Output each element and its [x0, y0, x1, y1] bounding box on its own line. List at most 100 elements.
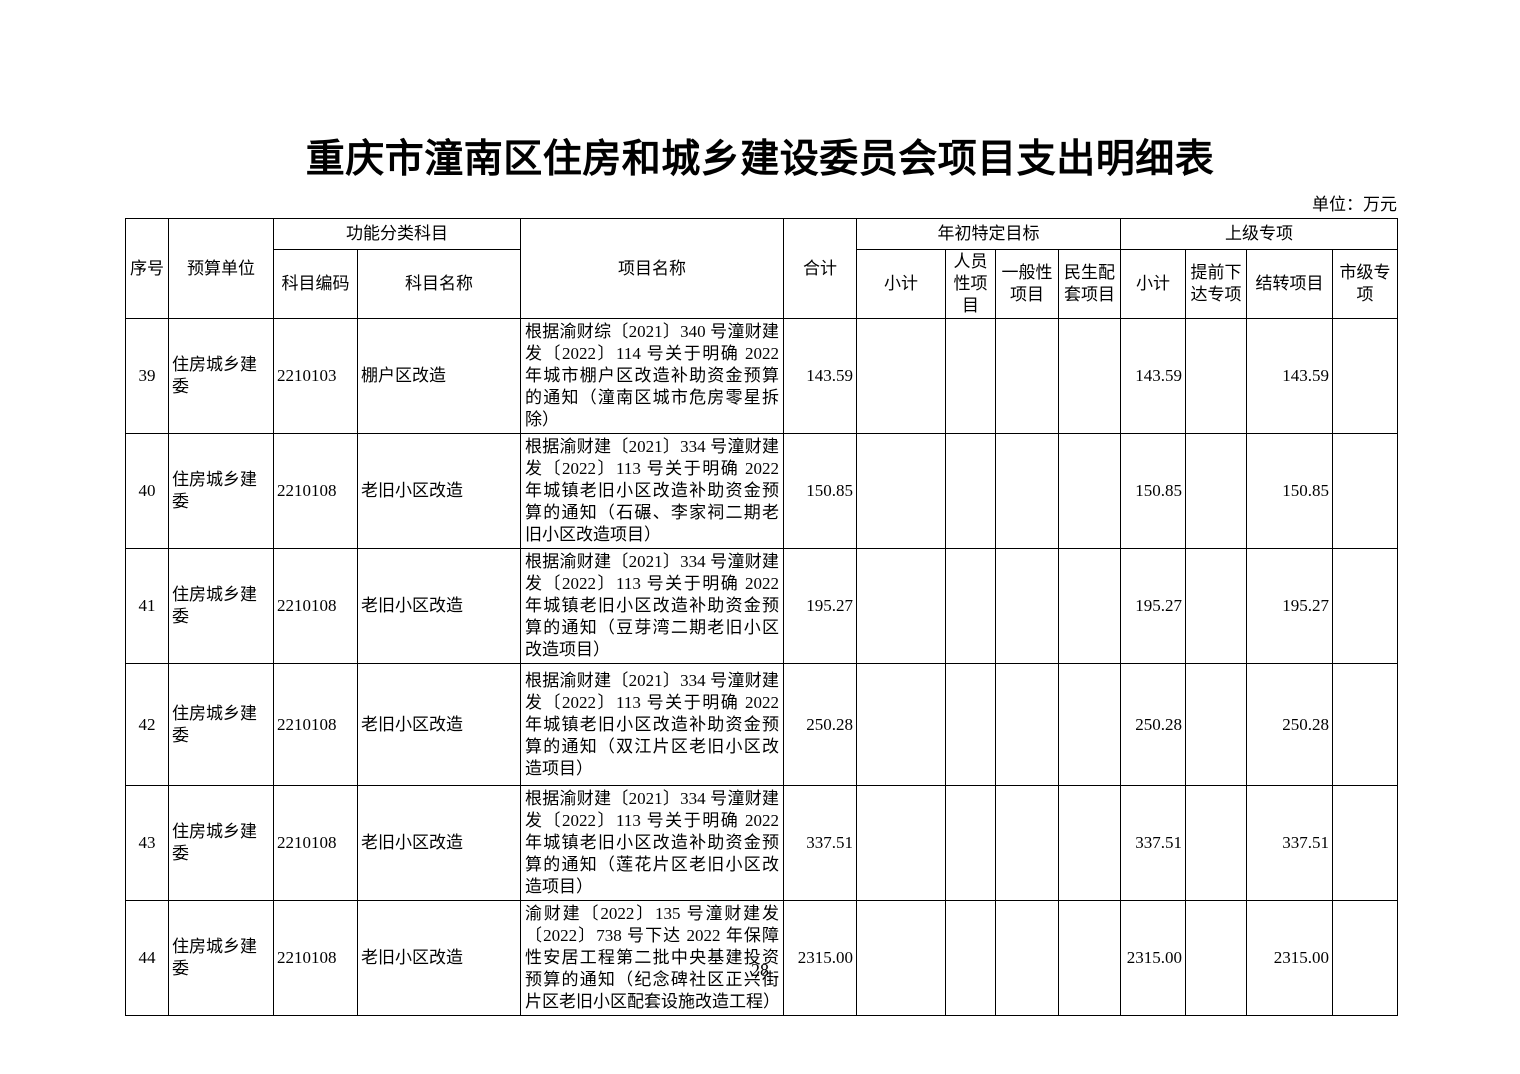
- total-cell: 143.59: [783, 318, 857, 434]
- personnel-project-cell: [945, 548, 996, 664]
- carryover-project-cell: 143.59: [1246, 318, 1333, 434]
- municipal-special-cell: [1332, 663, 1398, 786]
- subject-code-cell: 2210108: [273, 785, 358, 901]
- header-seq: 序号: [125, 218, 169, 319]
- project-name-cell: 渝财建〔2022〕135 号潼财建发〔2022〕738 号下达 2022 年保障…: [520, 900, 784, 1016]
- yearstart-subtotal-cell: [856, 433, 946, 549]
- subject-code-cell: 2210108: [273, 548, 358, 664]
- header-subject-code: 科目编码: [273, 249, 358, 319]
- header-function-group: 功能分类科目: [273, 218, 521, 250]
- personnel-project-cell: [945, 663, 996, 786]
- subject-code-cell: 2210108: [273, 433, 358, 549]
- unit-note: 单位：万元: [1312, 195, 1397, 214]
- budget-unit-cell: 住房城乡建委: [168, 433, 274, 549]
- general-project-cell: [995, 663, 1059, 786]
- subject-name-cell: 老旧小区改造: [357, 663, 521, 786]
- livelihood-project-cell: [1058, 900, 1121, 1016]
- total-cell: 195.27: [783, 548, 857, 664]
- municipal-special-cell: [1332, 318, 1398, 434]
- superior-subtotal-cell: 143.59: [1120, 318, 1186, 434]
- municipal-special-cell: [1332, 785, 1398, 901]
- header-yearstart-group: 年初特定目标: [856, 218, 1121, 250]
- advance-special-cell: [1185, 433, 1247, 549]
- header-advance-special: 提前下达专项: [1185, 249, 1247, 319]
- header-yearstart-subtotal: 小计: [856, 249, 946, 319]
- advance-special-cell: [1185, 548, 1247, 664]
- superior-subtotal-cell: 250.28: [1120, 663, 1186, 786]
- advance-special-cell: [1185, 318, 1247, 434]
- subject-name-cell: 老旧小区改造: [357, 785, 521, 901]
- page-number: 28: [751, 960, 769, 980]
- header-livelihood-project: 民生配套项目: [1058, 249, 1121, 319]
- budget-unit-cell: 住房城乡建委: [168, 900, 274, 1016]
- livelihood-project-cell: [1058, 663, 1121, 786]
- header-group-row: 序号 预算单位 功能分类科目 项目名称 合计 年初特定目标 上级专项: [125, 218, 1398, 319]
- seq-cell: 39: [125, 318, 169, 434]
- header-project-name: 项目名称: [520, 218, 784, 319]
- general-project-cell: [995, 785, 1059, 901]
- header-leaf-row: 科目编码 科目名称 小计 人员性项目 一般性项目 民生配套项目 小计 提前下达专…: [126, 249, 1398, 319]
- page-title: 重庆市潼南区住房和城乡建设委员会项目支出明细表: [305, 138, 1215, 181]
- total-cell: 337.51: [783, 785, 857, 901]
- budget-unit-cell: 住房城乡建委: [168, 548, 274, 664]
- header-general-project: 一般性项目: [995, 249, 1059, 319]
- table-row: 41 住房城乡建委 2210108 老旧小区改造 根据渝财建〔2021〕334 …: [125, 548, 1398, 664]
- subject-name-cell: 老旧小区改造: [357, 548, 521, 664]
- superior-subtotal-cell: 337.51: [1120, 785, 1186, 901]
- superior-subtotal-cell: 150.85: [1120, 433, 1186, 549]
- personnel-project-cell: [945, 433, 996, 549]
- carryover-project-cell: 195.27: [1246, 548, 1333, 664]
- budget-table: 序号 预算单位 功能分类科目 项目名称 合计 年初特定目标 上级专项 科目编码 …: [125, 218, 1398, 1016]
- total-cell: 2315.00: [783, 900, 857, 1016]
- table-body: 39 住房城乡建委 2210103 棚户区改造 根据渝财综〔2021〕340 号…: [125, 318, 1398, 1016]
- project-name-cell: 根据渝财建〔2021〕334 号潼财建发〔2022〕113 号关于明确 2022…: [520, 548, 784, 664]
- header-total: 合计: [783, 218, 857, 319]
- subject-name-cell: 老旧小区改造: [357, 900, 521, 1016]
- header-superior-group: 上级专项: [1120, 218, 1398, 250]
- project-name-cell: 根据渝财建〔2021〕334 号潼财建发〔2022〕113 号关于明确 2022…: [520, 433, 784, 549]
- seq-cell: 44: [125, 900, 169, 1016]
- subject-code-cell: 2210108: [273, 900, 358, 1016]
- subject-code-cell: 2210108: [273, 663, 358, 786]
- livelihood-project-cell: [1058, 318, 1121, 434]
- subject-code-cell: 2210103: [273, 318, 358, 434]
- table-row: 43 住房城乡建委 2210108 老旧小区改造 根据渝财建〔2021〕334 …: [125, 785, 1398, 901]
- livelihood-project-cell: [1058, 785, 1121, 901]
- project-name-cell: 根据渝财综〔2021〕340 号潼财建发〔2022〕114 号关于明确 2022…: [520, 318, 784, 434]
- general-project-cell: [995, 548, 1059, 664]
- project-name-cell: 根据渝财建〔2021〕334 号潼财建发〔2022〕113 号关于明确 2022…: [520, 785, 784, 901]
- yearstart-subtotal-cell: [856, 548, 946, 664]
- yearstart-subtotal-cell: [856, 900, 946, 1016]
- total-cell: 150.85: [783, 433, 857, 549]
- personnel-project-cell: [945, 900, 996, 1016]
- seq-cell: 43: [125, 785, 169, 901]
- budget-unit-cell: 住房城乡建委: [168, 663, 274, 786]
- advance-special-cell: [1185, 785, 1247, 901]
- header-personnel-project: 人员性项目: [945, 249, 996, 319]
- seq-cell: 40: [125, 433, 169, 549]
- municipal-special-cell: [1332, 900, 1398, 1016]
- yearstart-subtotal-cell: [856, 785, 946, 901]
- header-budget-unit: 预算单位: [168, 218, 274, 319]
- advance-special-cell: [1185, 900, 1247, 1016]
- table-row: 42 住房城乡建委 2210108 老旧小区改造 根据渝财建〔2021〕334 …: [125, 663, 1398, 786]
- budget-unit-cell: 住房城乡建委: [168, 318, 274, 434]
- general-project-cell: [995, 433, 1059, 549]
- subject-name-cell: 老旧小区改造: [357, 433, 521, 549]
- general-project-cell: [995, 900, 1059, 1016]
- municipal-special-cell: [1332, 548, 1398, 664]
- advance-special-cell: [1185, 663, 1247, 786]
- seq-cell: 42: [125, 663, 169, 786]
- table-row: 44 住房城乡建委 2210108 老旧小区改造 渝财建〔2022〕135 号潼…: [125, 900, 1398, 1016]
- yearstart-subtotal-cell: [856, 663, 946, 786]
- personnel-project-cell: [945, 318, 996, 434]
- carryover-project-cell: 150.85: [1246, 433, 1333, 549]
- header-carryover-project: 结转项目: [1246, 249, 1333, 319]
- carryover-project-cell: 2315.00: [1246, 900, 1333, 1016]
- municipal-special-cell: [1332, 433, 1398, 549]
- project-name-cell: 根据渝财建〔2021〕334 号潼财建发〔2022〕113 号关于明确 2022…: [520, 663, 784, 786]
- general-project-cell: [995, 318, 1059, 434]
- personnel-project-cell: [945, 785, 996, 901]
- budget-unit-cell: 住房城乡建委: [168, 785, 274, 901]
